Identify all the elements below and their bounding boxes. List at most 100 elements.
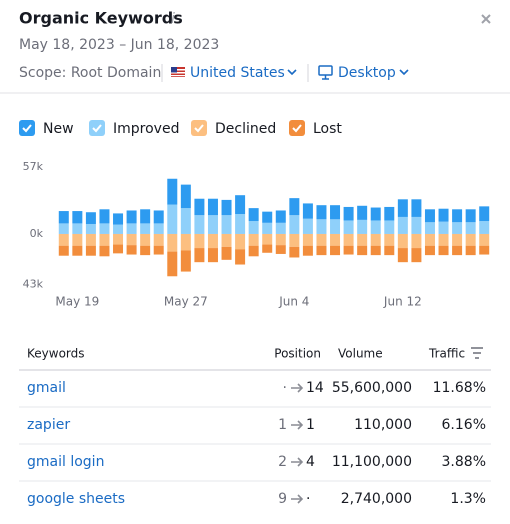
bar-segment <box>167 204 178 234</box>
bar-segment <box>140 233 151 246</box>
check-mark <box>292 124 302 133</box>
chevron <box>287 69 297 76</box>
bar-segment <box>180 250 191 272</box>
bar-segment <box>384 233 395 246</box>
bar-segment <box>153 233 164 246</box>
volume: 55,600,000 <box>332 380 412 396</box>
bar-segment <box>370 207 381 221</box>
bar-segment <box>167 251 178 277</box>
bar-segment <box>85 212 96 224</box>
position-from: 9 <box>278 491 287 507</box>
bar-segment <box>235 214 246 234</box>
bar-segment <box>262 222 273 234</box>
position-from: 1 <box>278 417 287 433</box>
bar-segment <box>465 233 476 246</box>
bar-segment <box>140 245 151 256</box>
keyword-link[interactable]: zapier <box>27 417 70 433</box>
scope: Scope: Root Domain <box>19 65 161 81</box>
y-tick-label: 43k <box>23 278 44 291</box>
bar-segment <box>438 221 449 234</box>
bar-segment <box>384 245 395 256</box>
bar-segment <box>262 244 273 253</box>
legend-checkbox[interactable] <box>289 120 305 136</box>
bar-segment <box>343 233 354 246</box>
date-range: May 18, 2023 – Jun 18, 2023 <box>19 37 219 53</box>
legend-checkbox[interactable] <box>191 120 207 136</box>
traffic: 3.88% <box>442 454 486 470</box>
x-tick-label: May 19 <box>55 295 99 309</box>
bar-segment <box>58 211 69 224</box>
close-icon[interactable] <box>481 14 491 24</box>
bar-segment <box>465 209 476 223</box>
device-select[interactable]: Desktop <box>338 65 396 81</box>
bar-segment <box>316 219 327 234</box>
bar-segment <box>72 245 83 256</box>
bar-segment <box>180 233 191 251</box>
bar-segment <box>140 223 151 234</box>
volume: 110,000 <box>354 417 412 433</box>
bar-segment <box>275 222 286 234</box>
bar-segment <box>72 233 83 246</box>
bar-segment <box>153 223 164 234</box>
column-header: Volume <box>338 347 383 361</box>
arrow-icon <box>291 383 304 393</box>
sort-icon[interactable] <box>471 347 483 359</box>
bar-segment <box>289 246 300 258</box>
bar-segment <box>140 209 151 224</box>
bar-segment <box>452 233 463 246</box>
x-tick-label: Jun 4 <box>278 295 309 309</box>
bar-segment <box>330 233 341 246</box>
bar-segment <box>235 249 246 265</box>
bar-segment <box>221 199 232 216</box>
bar-segment <box>275 233 286 246</box>
column-header: Keywords <box>27 347 85 361</box>
bar-segment <box>289 198 300 216</box>
keyword-link[interactable]: gmail login <box>27 454 104 470</box>
bar-segment <box>221 233 232 247</box>
bar-segment <box>479 206 490 222</box>
position-to: 4 <box>306 454 315 470</box>
volume: 11,100,000 <box>332 454 412 470</box>
bar-segment <box>302 218 313 234</box>
bar-segment <box>424 233 435 246</box>
bar-segment <box>357 219 368 234</box>
bar-segment <box>85 223 96 234</box>
bar-segment <box>424 245 435 256</box>
bar-segment <box>438 208 449 222</box>
bar-segment <box>424 209 435 223</box>
bar-segment <box>343 220 354 234</box>
legend-checkbox[interactable] <box>19 120 35 136</box>
bar-segment <box>384 206 395 221</box>
bar-segment <box>343 206 354 221</box>
traffic: 6.16% <box>442 417 486 433</box>
bar-segment <box>357 233 368 246</box>
bar-segment <box>99 233 110 246</box>
legend-checkbox[interactable] <box>89 120 105 136</box>
bar-segment <box>58 223 69 234</box>
bar-segment <box>479 245 490 255</box>
bar-segment <box>126 223 137 234</box>
bar-segment <box>330 219 341 234</box>
info-icon[interactable]: i <box>171 11 175 27</box>
bar-segment <box>289 215 300 234</box>
traffic: 11.68% <box>433 380 486 396</box>
bar-segment <box>465 245 476 256</box>
x-tick-label: May 27 <box>164 295 208 309</box>
bar-segment <box>113 244 124 254</box>
country-select[interactable]: United States <box>190 65 285 81</box>
bar-segment <box>248 208 259 222</box>
keyword-link[interactable]: google sheets <box>27 491 125 507</box>
desktop-icon <box>318 65 333 80</box>
bar-segment <box>411 199 422 217</box>
bar-segment <box>99 223 110 234</box>
bar-segment <box>370 233 381 246</box>
bar-segment <box>330 205 341 220</box>
y-tick-label: 0k <box>30 227 44 240</box>
bar-segment <box>289 233 300 247</box>
position-to: · <box>306 491 310 507</box>
keyword-link[interactable]: gmail <box>27 380 66 396</box>
bar-segment <box>113 224 124 234</box>
